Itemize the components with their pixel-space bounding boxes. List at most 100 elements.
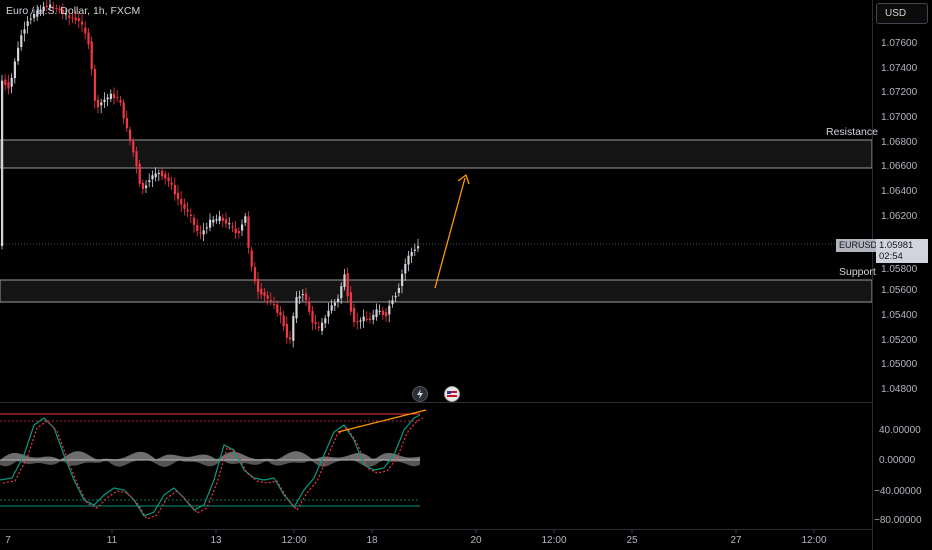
- candle-body: [148, 180, 151, 182]
- price-tick: 1.05800: [881, 264, 918, 275]
- candle-body: [244, 216, 247, 223]
- price-tick: 1.06200: [881, 211, 918, 222]
- candle-body: [228, 223, 231, 225]
- lightning-icon[interactable]: [412, 386, 428, 402]
- osc-tick: 0.00000: [879, 455, 916, 466]
- candle-body: [20, 35, 23, 47]
- resistance-zone: [0, 139, 872, 169]
- candle-body: [413, 249, 416, 251]
- candle-body: [314, 322, 317, 325]
- price-tick: 1.07600: [881, 38, 918, 49]
- candle-body: [308, 301, 311, 312]
- candle-body: [263, 292, 266, 296]
- bar-countdown: 02:54: [879, 251, 903, 262]
- candle-body: [209, 219, 212, 228]
- candle-body: [103, 99, 106, 103]
- projection-arrow: [434, 177, 466, 289]
- candle-body: [369, 318, 372, 321]
- candle-body: [407, 255, 410, 265]
- candle-body: [391, 300, 394, 305]
- candle-body: [324, 318, 327, 324]
- candle-body: [215, 219, 218, 221]
- projection-arrow-head: [457, 173, 470, 185]
- candle-body: [93, 69, 96, 101]
- candle-body: [394, 295, 397, 298]
- candle-body: [292, 316, 295, 341]
- candle-body: [404, 263, 407, 274]
- candle-body: [45, 5, 48, 8]
- candle-body: [84, 27, 87, 34]
- candle-body: [77, 18, 80, 21]
- price-tick: 1.05600: [881, 285, 918, 296]
- chart-canvas[interactable]: [0, 0, 872, 550]
- candle-body: [135, 151, 138, 167]
- candle-body: [36, 10, 39, 17]
- candle-body: [180, 199, 183, 205]
- candle-body: [282, 315, 285, 327]
- candle-body: [401, 273, 404, 287]
- candle-body: [410, 251, 413, 257]
- candle-body: [125, 118, 128, 129]
- osc-tick: −80.00000: [874, 515, 922, 526]
- candle-body: [225, 219, 228, 224]
- candle-body: [141, 182, 144, 190]
- candle-body: [372, 314, 375, 320]
- candle-body: [397, 287, 400, 293]
- candle-body: [49, 4, 52, 7]
- candle-body: [247, 216, 250, 248]
- time-tick: 7: [5, 535, 11, 546]
- time-tick: 12:00: [801, 535, 827, 546]
- symbol-price-tag: EURUSD: [836, 239, 881, 252]
- candle-body: [81, 21, 84, 25]
- candle-body: [205, 227, 208, 229]
- candle-body: [87, 32, 90, 45]
- candle-body: [378, 310, 381, 312]
- price-tick: 1.06600: [881, 161, 918, 172]
- candle-body: [375, 309, 378, 318]
- candle-body: [61, 9, 64, 14]
- time-tick: 25: [626, 535, 638, 546]
- current-price-badge: 1.05981 02:54: [876, 239, 928, 263]
- price-tick: 1.05200: [881, 335, 918, 346]
- divergence-line: [337, 409, 427, 433]
- candle-body: [65, 13, 68, 15]
- candle-body: [10, 77, 13, 87]
- candle-body: [260, 288, 263, 295]
- candle-body: [29, 18, 32, 20]
- candle-body: [301, 294, 304, 296]
- support-label: Support: [839, 266, 876, 278]
- candle-body: [321, 322, 324, 331]
- price-tick: 1.05000: [881, 359, 918, 370]
- candle-body: [138, 163, 141, 184]
- symbol-title[interactable]: Euro / U.S. Dollar, 1h, FXCM: [6, 5, 141, 17]
- candle-body: [365, 318, 368, 320]
- candle-body: [189, 214, 192, 216]
- candle-body: [381, 310, 384, 316]
- candle-body: [362, 316, 365, 322]
- flag-icon[interactable]: [444, 386, 460, 402]
- candle-body: [52, 6, 55, 8]
- time-tick: 12:00: [281, 535, 307, 546]
- candle-body: [145, 185, 148, 188]
- candle-body: [279, 312, 282, 316]
- candle-body: [346, 273, 349, 297]
- candle-body: [330, 305, 333, 311]
- candle-body: [33, 14, 36, 18]
- candle-body: [39, 9, 42, 13]
- candle-body: [333, 302, 336, 306]
- candle-body: [327, 310, 330, 317]
- candle-body: [106, 97, 109, 100]
- candle-body: [116, 97, 119, 99]
- candle-body: [305, 293, 308, 301]
- pane-divider[interactable]: [0, 402, 872, 403]
- candle-body: [90, 41, 93, 70]
- currency-button[interactable]: USD: [876, 3, 928, 24]
- candle-body: [42, 6, 45, 11]
- candle-body: [234, 228, 237, 234]
- candle-body: [276, 304, 279, 313]
- time-axis-divider: [0, 529, 872, 530]
- candle-body: [337, 298, 340, 302]
- candle-body: [55, 8, 58, 10]
- candle-body: [269, 300, 272, 302]
